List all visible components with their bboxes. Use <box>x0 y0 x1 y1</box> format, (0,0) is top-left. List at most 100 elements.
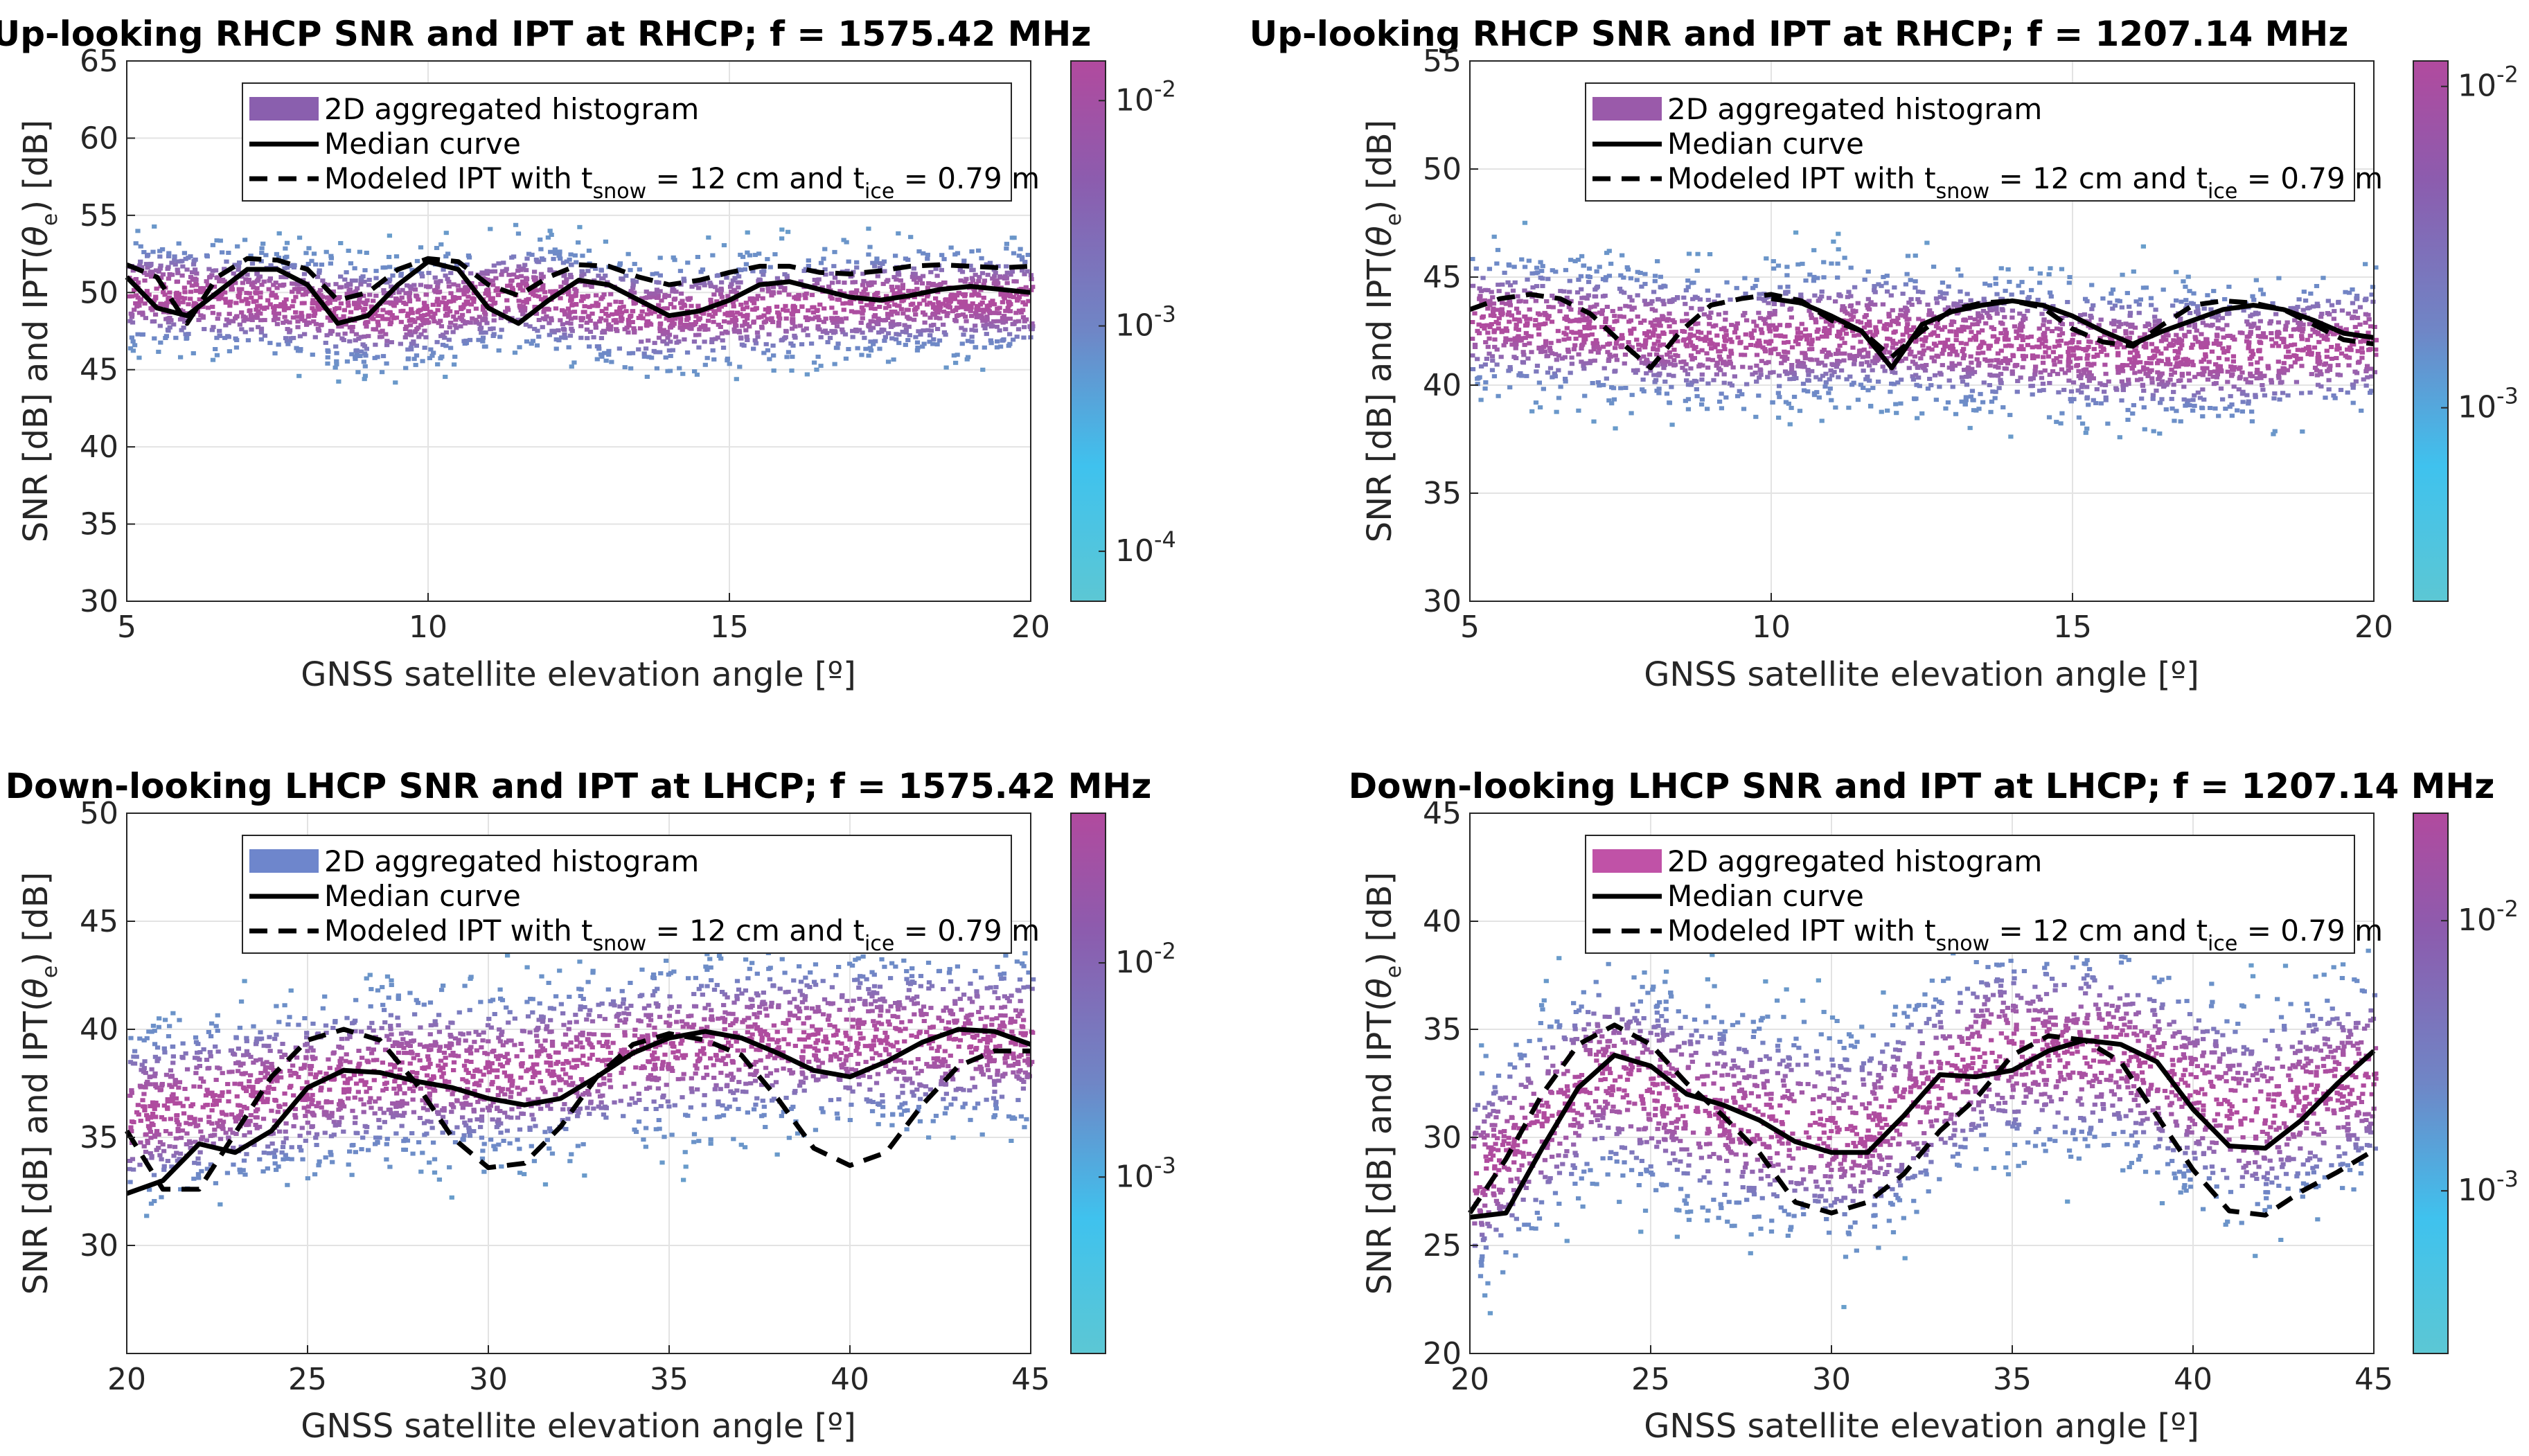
histogram-cell <box>1842 256 1847 260</box>
histogram-cell <box>2058 421 2064 426</box>
histogram-cell <box>625 321 632 326</box>
histogram-cell <box>2293 380 2300 384</box>
histogram-cell <box>2070 346 2077 350</box>
histogram-cell <box>407 284 413 289</box>
histogram-cell <box>398 319 404 324</box>
histogram-cell <box>427 284 433 289</box>
histogram-cell <box>1829 323 1835 328</box>
histogram-cell <box>1022 260 1028 265</box>
histogram-cell <box>702 339 707 344</box>
histogram-cell <box>1011 236 1017 240</box>
histogram-cell <box>2115 371 2121 375</box>
histogram-cell <box>2165 357 2171 362</box>
histogram-cell <box>473 320 479 325</box>
histogram-cell <box>142 278 148 283</box>
histogram-cell <box>1619 289 1624 294</box>
histogram-cell <box>617 307 623 312</box>
histogram-cell <box>293 310 299 314</box>
histogram-cell <box>2127 313 2133 318</box>
histogram-cell <box>772 252 778 257</box>
histogram-cell <box>335 296 341 301</box>
histogram-cell <box>289 264 294 269</box>
histogram-cell <box>1699 377 1705 382</box>
histogram-cell <box>654 271 659 276</box>
histogram-cell <box>2195 390 2201 395</box>
histogram-cell <box>541 310 547 314</box>
histogram-cell <box>323 301 328 306</box>
histogram-cell <box>1754 323 1759 328</box>
histogram-cell <box>2250 312 2255 317</box>
histogram-cell <box>1667 324 1672 329</box>
histogram-cell <box>542 290 548 294</box>
histogram-cell <box>2045 326 2050 331</box>
histogram-cell <box>1648 301 1653 306</box>
histogram-cell <box>2280 391 2286 396</box>
histogram-cell <box>1498 310 1504 315</box>
histogram-cell <box>677 269 684 274</box>
histogram-cell <box>771 353 777 358</box>
histogram-cell <box>422 328 427 333</box>
histogram-cell <box>571 360 577 365</box>
histogram-cell <box>452 355 458 359</box>
histogram-cell <box>934 342 940 347</box>
histogram-cell <box>492 269 498 274</box>
histogram-cell <box>628 267 633 272</box>
histogram-cell <box>1975 321 1980 326</box>
histogram-cell <box>859 353 864 357</box>
histogram-cell <box>438 242 444 247</box>
histogram-cell <box>1000 300 1005 305</box>
histogram-cell <box>1917 300 1922 305</box>
histogram-cell <box>860 308 866 313</box>
histogram-cell <box>670 289 675 294</box>
histogram-cell <box>1496 316 1502 321</box>
histogram-cell <box>740 323 745 328</box>
histogram-cell <box>827 335 833 340</box>
histogram-cell <box>2082 296 2088 301</box>
histogram-cell <box>2336 346 2342 351</box>
histogram-cell <box>2123 321 2129 326</box>
histogram-cell <box>1475 382 1480 387</box>
histogram-cell <box>859 292 864 296</box>
histogram-cell <box>1572 318 1578 323</box>
histogram-cell <box>235 244 240 249</box>
histogram-cell <box>2114 387 2120 392</box>
histogram-cell <box>2291 342 2298 347</box>
histogram-cell <box>2190 398 2196 402</box>
histogram-cell <box>803 315 808 320</box>
histogram-cell <box>1941 347 1946 352</box>
histogram-cell <box>920 310 926 315</box>
histogram-cell <box>1563 379 1568 384</box>
histogram-cell <box>2032 369 2038 373</box>
histogram-cell <box>1961 328 1967 332</box>
histogram-cell <box>1595 350 1601 355</box>
histogram-cell <box>2046 319 2052 324</box>
histogram-cell <box>976 278 982 283</box>
histogram-cell <box>2058 338 2064 343</box>
histogram-cell <box>702 362 708 367</box>
histogram-cell <box>694 372 700 377</box>
histogram-cell <box>1658 323 1663 328</box>
histogram-cell <box>1482 386 1488 391</box>
histogram-cell <box>512 350 518 355</box>
histogram-cell <box>129 335 135 340</box>
histogram-cell <box>689 303 694 308</box>
histogram-cell <box>1995 351 2001 356</box>
histogram-cell <box>1662 284 1668 289</box>
histogram-cell <box>1762 292 1767 296</box>
histogram-cell <box>158 340 163 345</box>
histogram-cell <box>1642 318 1647 323</box>
histogram-cell <box>618 314 624 319</box>
histogram-cell <box>1782 340 1787 345</box>
histogram-cell <box>353 332 360 337</box>
histogram-cell <box>1835 261 1840 266</box>
histogram-cell <box>150 249 156 254</box>
y-tick-label: 50 <box>80 275 118 310</box>
histogram-cell <box>1610 327 1615 332</box>
histogram-cell <box>628 313 634 318</box>
histogram-cell <box>358 278 364 283</box>
histogram-cell <box>2284 320 2290 325</box>
histogram-cell <box>1733 326 1739 331</box>
histogram-cell <box>1784 265 1790 269</box>
histogram-cell <box>484 321 490 326</box>
histogram-cell <box>495 292 502 297</box>
